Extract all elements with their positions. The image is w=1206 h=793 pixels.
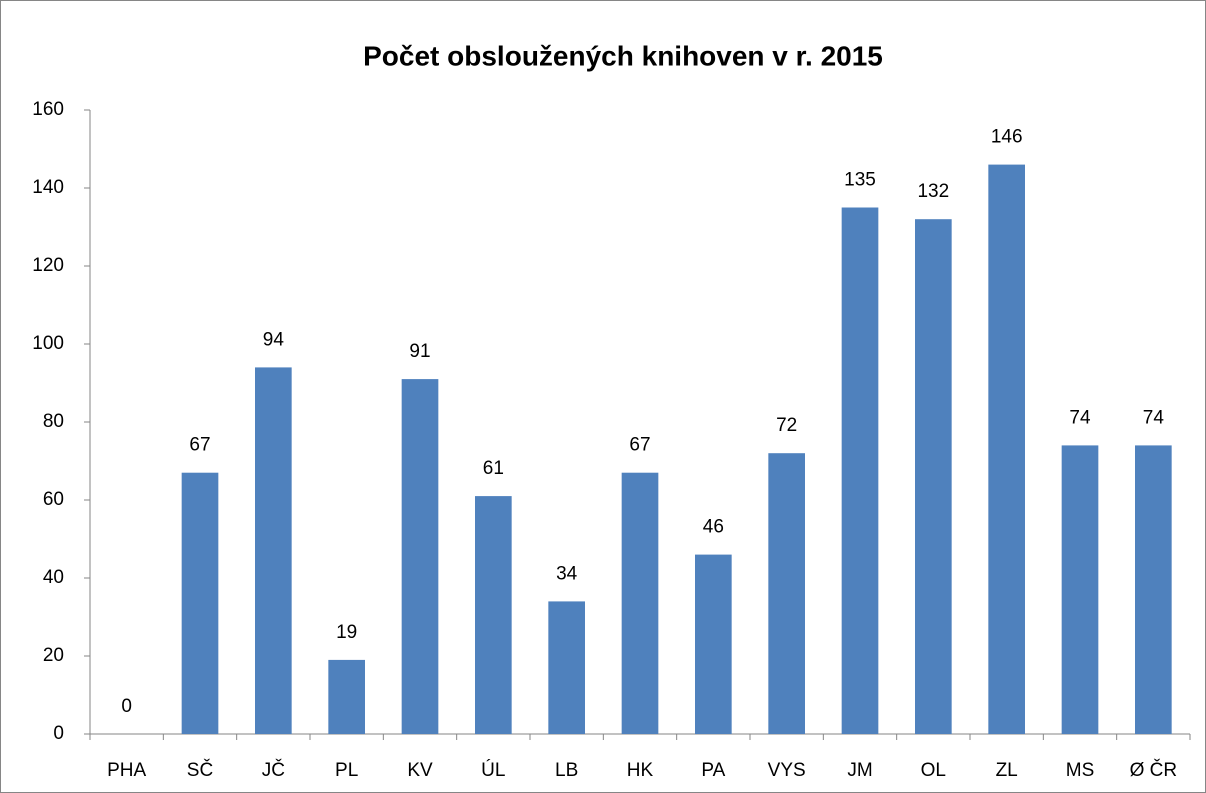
x-tick-label: OL: [921, 760, 946, 781]
data-label: 135: [844, 170, 876, 191]
y-tick-label: 40: [43, 567, 64, 588]
x-tick-label: HK: [627, 760, 654, 781]
chart-title: Počet obsloužených knihoven v r. 2015: [363, 40, 883, 71]
data-label: 91: [409, 341, 430, 362]
data-label: 94: [263, 329, 285, 350]
y-tick-label: 0: [53, 723, 64, 744]
data-label: 19: [336, 622, 357, 643]
bar: [181, 472, 219, 734]
y-tick-label: 100: [32, 333, 64, 354]
bar: [988, 164, 1025, 735]
y-tick-label: 120: [32, 255, 64, 276]
x-tick-label: JM: [847, 760, 872, 781]
bar: [1061, 445, 1099, 734]
data-label: 132: [917, 181, 949, 202]
data-label: 67: [629, 435, 650, 456]
y-tick-label: 60: [43, 489, 64, 510]
x-tick-label: PA: [701, 760, 725, 781]
bar: [475, 496, 512, 734]
y-tick-label: 80: [43, 411, 64, 432]
bar: [841, 207, 879, 734]
data-label: 61: [483, 458, 504, 479]
x-tick-label: VYS: [768, 760, 806, 781]
x-tick-label: ÚL: [481, 759, 505, 781]
data-label: 46: [703, 517, 724, 538]
data-label: 74: [1143, 407, 1165, 428]
data-label: 67: [189, 435, 210, 456]
bar: [695, 554, 732, 734]
bar: [255, 367, 292, 734]
x-tick-label: LB: [555, 760, 578, 781]
y-tick-label: 20: [43, 645, 64, 666]
bar: [768, 453, 805, 734]
x-tick-label: PL: [335, 760, 358, 781]
x-tick-label: SČ: [187, 759, 213, 781]
x-tick-label: Ø ČR: [1130, 759, 1178, 781]
bar: [1135, 445, 1172, 734]
data-label: 34: [556, 563, 578, 584]
bar: [328, 659, 365, 734]
bar: [401, 379, 439, 734]
bar: [621, 472, 659, 734]
data-label: 74: [1069, 407, 1091, 428]
x-tick-label: PHA: [107, 760, 146, 781]
x-tick-label: JČ: [262, 759, 285, 781]
y-tick-label: 140: [32, 177, 64, 198]
data-label: 146: [991, 127, 1023, 148]
y-tick-label: 160: [32, 99, 64, 120]
x-tick-label: ZL: [996, 760, 1018, 781]
bar: [915, 219, 952, 734]
bar: [548, 601, 585, 734]
x-tick-label: KV: [407, 760, 433, 781]
data-label: 0: [121, 696, 132, 717]
x-tick-label: MS: [1066, 760, 1095, 781]
data-label: 72: [776, 415, 797, 436]
